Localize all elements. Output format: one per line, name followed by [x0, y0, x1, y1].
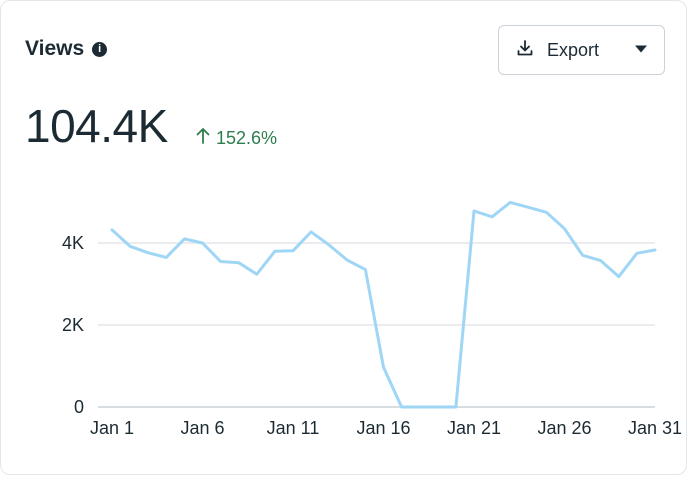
data-point[interactable]: [488, 213, 496, 221]
x-tick-label: Jan 1: [90, 418, 134, 438]
x-tick-label: Jan 16: [356, 418, 410, 438]
export-button[interactable]: Export: [498, 25, 665, 75]
data-point[interactable]: [506, 198, 514, 206]
data-point[interactable]: [524, 203, 532, 211]
data-point[interactable]: [542, 208, 550, 216]
card-header: Views i: [25, 37, 108, 61]
data-point[interactable]: [597, 257, 605, 265]
data-point[interactable]: [361, 266, 369, 274]
data-point[interactable]: [235, 259, 243, 267]
data-point[interactable]: [126, 242, 134, 250]
data-point[interactable]: [434, 403, 442, 411]
y-tick-label: 0: [74, 397, 84, 417]
data-point[interactable]: [253, 270, 261, 278]
x-tick-label: Jan 6: [180, 418, 224, 438]
data-point[interactable]: [452, 403, 460, 411]
total-views-value: 104.4K: [25, 100, 168, 152]
y-tick-label: 2K: [62, 315, 84, 335]
x-tick-label: Jan 21: [447, 418, 501, 438]
data-point[interactable]: [416, 403, 424, 411]
data-point[interactable]: [561, 225, 569, 233]
data-point[interactable]: [307, 228, 315, 236]
data-point[interactable]: [108, 226, 116, 234]
download-icon: [515, 38, 535, 63]
info-icon[interactable]: i: [92, 41, 108, 57]
change-percent: 152.6%: [216, 127, 278, 148]
x-tick-label: Jan 31: [628, 418, 682, 438]
data-point[interactable]: [398, 403, 406, 411]
views-series-line: [110, 200, 657, 409]
data-point[interactable]: [199, 239, 207, 247]
arrow-up-icon: [196, 127, 210, 149]
y-tick-label: 4K: [62, 233, 84, 253]
export-label: Export: [547, 39, 600, 60]
data-point[interactable]: [633, 249, 641, 257]
data-point[interactable]: [180, 235, 188, 243]
data-point[interactable]: [615, 273, 623, 281]
card-title: Views: [25, 37, 85, 60]
x-tick-label: Jan 26: [537, 418, 591, 438]
data-point[interactable]: [162, 253, 170, 261]
change-indicator: 152.6%: [196, 127, 277, 149]
data-point[interactable]: [325, 241, 333, 249]
data-point[interactable]: [217, 258, 225, 266]
data-point[interactable]: [271, 247, 279, 255]
data-point[interactable]: [380, 363, 388, 371]
data-point[interactable]: [470, 207, 478, 215]
data-point[interactable]: [343, 256, 351, 264]
data-point[interactable]: [144, 249, 152, 257]
x-tick-label: Jan 11: [267, 418, 320, 438]
data-point[interactable]: [651, 246, 659, 254]
caret-down-icon: [634, 41, 648, 59]
data-point[interactable]: [289, 247, 297, 255]
data-point[interactable]: [579, 251, 587, 259]
